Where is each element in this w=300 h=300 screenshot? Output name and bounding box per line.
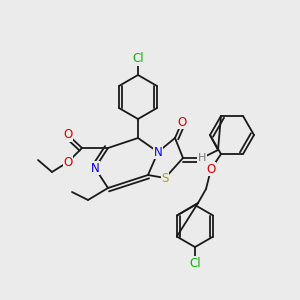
Text: N: N [91, 161, 99, 175]
Text: Cl: Cl [132, 52, 144, 65]
Text: O: O [63, 155, 73, 169]
Text: H: H [198, 153, 206, 163]
Text: O: O [177, 116, 187, 128]
Text: N: N [154, 146, 162, 158]
Text: Cl: Cl [189, 256, 201, 270]
Text: O: O [206, 163, 216, 176]
Text: S: S [161, 172, 169, 184]
Text: O: O [63, 128, 73, 142]
